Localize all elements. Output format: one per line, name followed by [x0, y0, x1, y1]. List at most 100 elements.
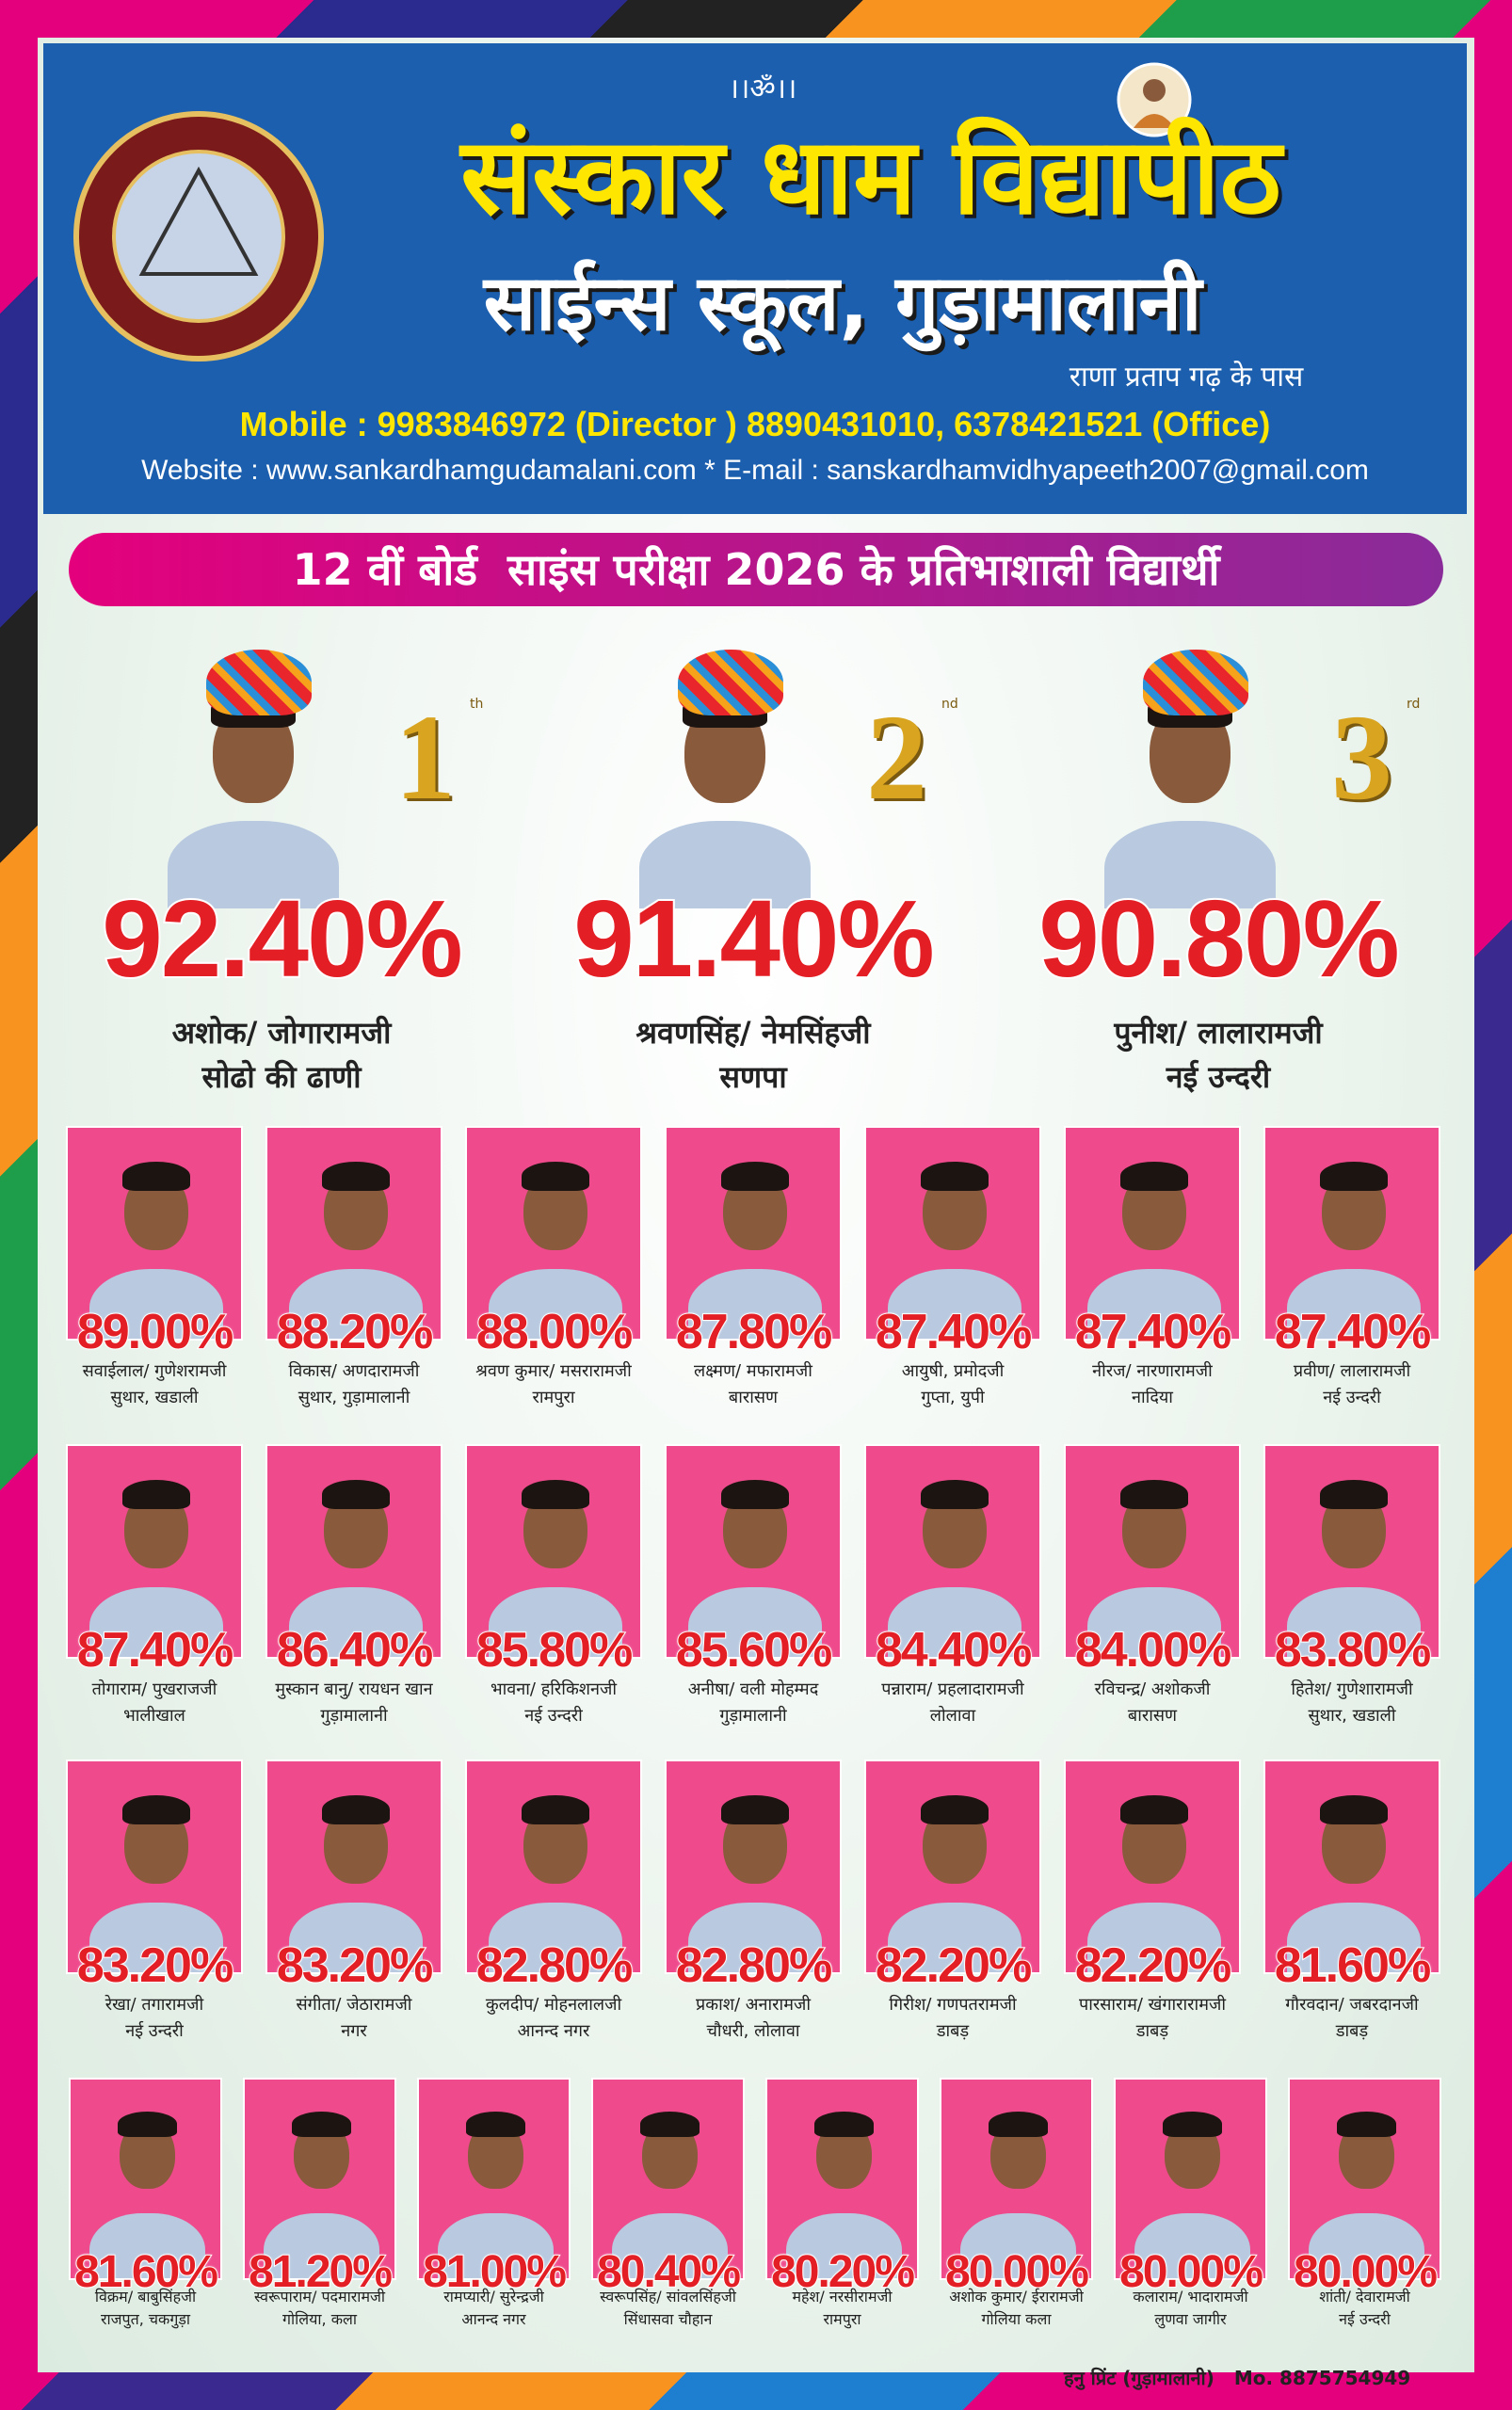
student-photo [665, 1444, 842, 1659]
student-photo [465, 1759, 642, 1974]
student-photo [66, 1126, 243, 1341]
turban [678, 650, 783, 715]
student-name: पन्नाराम/ प्रहलादारामजी [881, 1679, 1024, 1699]
shirt [1286, 1903, 1422, 1972]
student-place: गुप्ता, युपी [921, 1388, 985, 1407]
student-photo [66, 1759, 243, 1974]
student-photo [1114, 2078, 1267, 2280]
hair [118, 2112, 177, 2137]
student-place: डाबड़ [1335, 2021, 1369, 2041]
student-photo [665, 1126, 842, 1341]
student-name: स्वरूपाराम/ पदमारामजी [253, 2288, 386, 2306]
hair [1163, 2112, 1222, 2137]
student-percent: 80.00% [1293, 2246, 1439, 2298]
hair [522, 1162, 589, 1191]
rank: 3 [1331, 690, 1392, 826]
student-percent: 86.40% [276, 1622, 434, 1679]
student-percent: 81.60% [1274, 1937, 1432, 1994]
hair [721, 1795, 789, 1824]
shirt [1103, 820, 1277, 908]
rank: 1 [394, 690, 456, 826]
topper-name: पुनीश/ लालारामजी [1114, 1015, 1323, 1051]
student-place: लुणवा जागीर [1154, 2310, 1227, 2328]
shirt [1086, 1903, 1222, 1972]
hair [322, 1480, 390, 1509]
student-percent: 80.00% [944, 2246, 1090, 2298]
student-name: गिरीश/ गणपतरामजी [889, 1995, 1017, 2015]
shirt [1134, 2212, 1251, 2278]
student-place: आनन्द नगर [517, 2021, 590, 2041]
student-name: भावना/ हरिकिशनजी [490, 1679, 618, 1699]
topper-name: श्रवणसिंह/ नेमसिंहजी [635, 1015, 871, 1051]
shirt [288, 1903, 424, 1972]
hair [322, 1795, 390, 1824]
student-photo [265, 1126, 442, 1341]
student-name: लक्ष्मण/ मफारामजी [694, 1361, 812, 1381]
student-name: विकास/ अणदारामजी [288, 1361, 420, 1381]
student-percent: 83.20% [276, 1937, 434, 1994]
student-place: रामपुरा [532, 1388, 575, 1407]
hair [122, 1480, 190, 1509]
topper-percent: 92.40% [100, 876, 464, 1002]
student-place: सिंधासवा चौहान [623, 2310, 713, 2328]
topper-percent: 91.40% [571, 876, 936, 1002]
student-percent: 82.80% [675, 1937, 833, 1994]
student-photo [140, 650, 366, 908]
rank-suffix: rd [1407, 697, 1421, 712]
printer-phone: Mo. 8875754949 [1233, 2367, 1411, 2389]
student-photo [1263, 1126, 1440, 1341]
hair [122, 1795, 190, 1824]
student-percent: 81.20% [248, 2246, 394, 2298]
student-name: महेश/ नरसीरामजी [792, 2288, 893, 2306]
student-photo [591, 2078, 745, 2280]
student-place: नई उन्दरी [1323, 1388, 1381, 1407]
student-place: आनन्द नगर [461, 2310, 526, 2328]
student-place: नई उन्दरी [1339, 2310, 1391, 2328]
student-name: कुलदीप/ मोहनलालजी [485, 1995, 622, 2015]
website: Website : www.sankardhamgudamalani.com *… [141, 455, 1369, 486]
hair [522, 1480, 589, 1509]
shirt [687, 1269, 823, 1339]
student-photo [265, 1759, 442, 1974]
shirt [488, 1903, 623, 1972]
shirt [959, 2212, 1077, 2278]
student-name: आयुषी, प्रमोदजी [901, 1361, 1005, 1381]
hair [640, 2112, 700, 2137]
hair [1120, 1480, 1188, 1509]
student-place: सुथार, खडाली [1308, 1706, 1396, 1726]
student-photo [465, 1444, 642, 1659]
shirt [687, 1903, 823, 1972]
hair [814, 2112, 874, 2137]
turban [1143, 650, 1248, 715]
shirt [1086, 1269, 1222, 1339]
school-logo [73, 111, 324, 362]
student-percent: 83.80% [1274, 1622, 1432, 1679]
shirt [1086, 1587, 1222, 1657]
student-percent: 82.80% [475, 1937, 634, 1994]
shirt [887, 1903, 1022, 1972]
student-photo [765, 2078, 919, 2280]
student-name: अनीषा/ वली मोहम्मद [687, 1679, 819, 1699]
student-percent: 80.20% [770, 2246, 916, 2298]
student-name: कलाराम/ भादारामजी [1133, 2288, 1248, 2306]
hair [921, 1162, 989, 1191]
student-percent: 87.80% [675, 1304, 833, 1360]
student-photo [940, 2078, 1093, 2280]
school-title: संस्कार धाम विद्यापीठ [460, 116, 1281, 238]
student-photo [1064, 1444, 1241, 1659]
student-photo [864, 1126, 1041, 1341]
shirt [488, 1269, 623, 1339]
student-place: डाबड़ [936, 2021, 970, 2041]
student-place: राजपुत, चकगुड़ा [100, 2310, 191, 2328]
student-place: नई उन्दरी [125, 2021, 184, 2041]
location: राणा प्रताप गढ़ के पास [1069, 361, 1304, 394]
student-name: गौरवदान/ जबरदानजी [1285, 1995, 1419, 2015]
student-name: सवाईलाल/ गुणेशरामजी [82, 1361, 227, 1381]
student-place: रामपुरा [823, 2310, 861, 2328]
student-name: श्रवण कुमार/ मसरारामजी [475, 1361, 632, 1381]
hair [921, 1795, 989, 1824]
student-place: सुथार, खडाली [110, 1388, 199, 1407]
shirt [1286, 1269, 1422, 1339]
rank-suffix: nd [941, 697, 958, 712]
